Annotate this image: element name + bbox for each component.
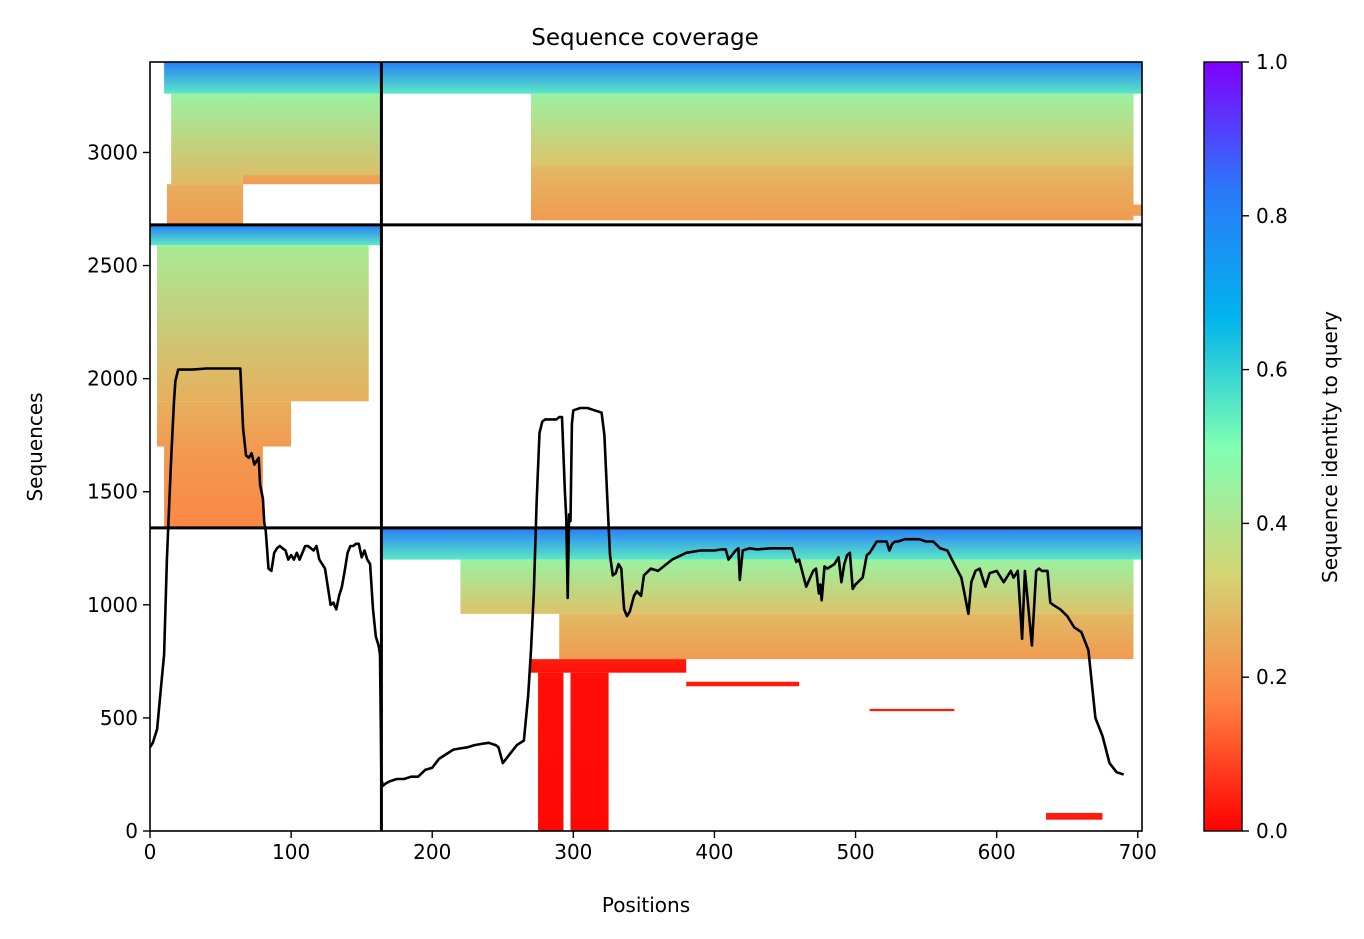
y-tick-label: 2000 [87,367,138,391]
heatmap-band [961,204,1142,216]
colorbar-tick-label: 0.8 [1256,204,1288,228]
y-tick-label: 0 [125,819,138,843]
x-tick-label: 300 [554,840,592,864]
colorbar-tick-label: 1.0 [1256,50,1288,74]
heatmap-band [460,559,1134,614]
y-axis-label: Sequences [23,392,47,501]
x-tick-label: 400 [695,840,733,864]
y-tick-label: 1000 [87,593,138,617]
heatmap-band [381,62,1142,94]
heatmap-band [869,708,955,712]
x-tick-label: 500 [836,840,874,864]
heatmap-band [164,446,263,528]
heatmap-band [559,613,1134,660]
heatmap-band [686,681,800,687]
chart-title: Sequence coverage [531,25,759,51]
heatmap-band [164,62,382,94]
x-tick-label: 100 [272,840,310,864]
heatmap-band [530,659,687,673]
x-tick-label: 0 [144,840,157,864]
heatmap-band [166,184,244,225]
heatmap-band [1046,812,1103,820]
x-tick-label: 700 [1119,840,1157,864]
coverage-heatmap [150,62,1142,831]
plot-frame [149,61,1143,832]
coverage-line-layer [148,367,1125,788]
heatmap-band [157,401,292,447]
y-axis-ticks: 0 500 1000 1500 2000 2500 3000 [87,140,150,843]
heatmap-band [157,245,369,402]
heatmap-band [530,93,1134,167]
colorbar-label: Sequence identity to query [1318,311,1342,583]
y-tick-label: 2500 [87,254,138,278]
y-tick-label: 1500 [87,480,138,504]
x-tick-label: 200 [413,840,451,864]
heatmap-band [538,672,564,831]
colorbar-tick-label: 0.2 [1256,665,1288,689]
x-axis-ticks: 0 100 200 300 400 500 600 700 [144,831,1157,864]
coverage-line [148,367,1125,788]
heatmap-band [570,672,609,831]
heatmap-band [381,527,1142,560]
colorbar-tick-label: 0.4 [1256,511,1288,535]
heatmap-band [150,224,382,246]
colorbar-tick-label: 0.6 [1256,358,1288,382]
y-tick-label: 500 [100,706,138,730]
x-axis-label: Positions [602,893,690,917]
y-tick-label: 3000 [87,140,138,164]
colorbar [1203,61,1243,832]
colorbar-ticks: 0.0 0.2 0.4 0.6 0.8 1.0 [1242,50,1288,843]
heatmap-band [243,175,382,185]
heatmap-band [171,93,382,185]
x-tick-label: 600 [978,840,1016,864]
colorbar-tick-label: 0.0 [1256,819,1288,843]
